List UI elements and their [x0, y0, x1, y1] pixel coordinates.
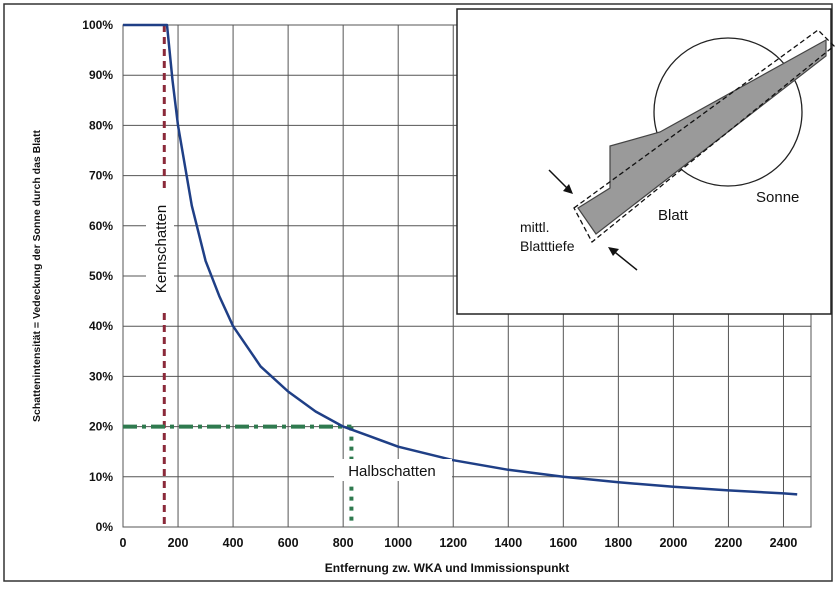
kernschatten-label: Kernschatten [153, 205, 170, 293]
y-tick-label: 100% [82, 18, 113, 32]
inset-label-sonne: Sonne [756, 189, 799, 206]
x-tick-label: 200 [168, 536, 189, 550]
x-tick-label: 400 [223, 536, 244, 550]
blade-dashed-outline [573, 29, 835, 244]
inset-label-mittl: mittl. [520, 219, 550, 235]
y-axis-label: Schattenintensität = Vedeckung der Sonne… [31, 129, 43, 422]
y-tick-label: 20% [89, 420, 113, 434]
x-tick-label: 1000 [384, 536, 412, 550]
series-group [123, 23, 798, 496]
x-tick-labels: 0 200 400 600 800 1000 1200 1400 1600 1800 2000 220… [120, 536, 798, 550]
x-tick-label: 1200 [439, 536, 467, 550]
y-tick-labels: 0% 10% 20% 30% 40% 50% 60% 70% 80% 90% 100% [82, 18, 113, 534]
inset-label-blatt: Blatt [658, 207, 689, 224]
blatttiefe-arrowhead-bottom [608, 247, 619, 256]
y-tick-label: 30% [89, 369, 113, 383]
inset-label-blatttiefe: Blatttiefe [520, 238, 575, 254]
x-tick-label: 1800 [604, 536, 632, 550]
y-tick-label: 50% [89, 269, 113, 283]
kernschatten-label-bg [146, 188, 174, 310]
y-tick-label: 90% [89, 68, 113, 82]
y-tick-label: 70% [89, 169, 113, 183]
blatttiefe-arrowhead-top [563, 184, 573, 194]
y-tick-label: 40% [89, 319, 113, 333]
y-tick-label: 60% [89, 219, 113, 233]
x-tick-label: 2400 [770, 536, 798, 550]
x-tick-label: 600 [278, 536, 299, 550]
x-tick-label: 1400 [494, 536, 522, 550]
inset-diagram: Sonne Blatt mittl. Blatttiefe [456, 8, 835, 315]
x-axis-label: Entfernung zw. WKA und Immissionspunkt [325, 561, 569, 575]
x-tick-label: 1600 [549, 536, 577, 550]
y-tick-label: 10% [89, 470, 113, 484]
shadow-intensity-line [123, 23, 798, 496]
x-tick-label: 2200 [715, 536, 743, 550]
halbschatten-label: Halbschatten [348, 463, 436, 480]
halbschatten-label-bg [334, 459, 452, 481]
y-tick-label: 80% [89, 118, 113, 132]
sun-circle [653, 37, 803, 187]
x-tick-label: 0 [120, 536, 127, 550]
x-tick-label: 2000 [659, 536, 687, 550]
y-tick-label: 0% [96, 520, 114, 534]
x-tick-label: 800 [333, 536, 354, 550]
